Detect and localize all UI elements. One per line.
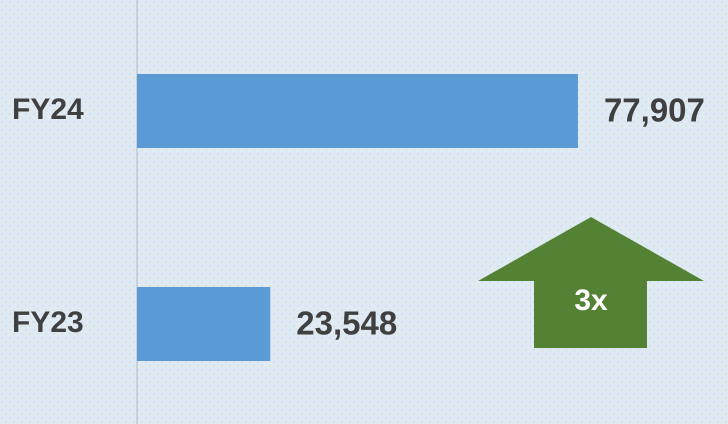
category-label: FY23	[12, 306, 84, 339]
annotation-text: 3x	[574, 284, 608, 317]
bar	[137, 74, 578, 148]
category-label: FY24	[12, 93, 84, 126]
growth-arrow	[478, 217, 704, 348]
bar	[137, 287, 271, 361]
value-label: 23,548	[296, 305, 397, 342]
value-label: 77,907	[604, 92, 705, 129]
